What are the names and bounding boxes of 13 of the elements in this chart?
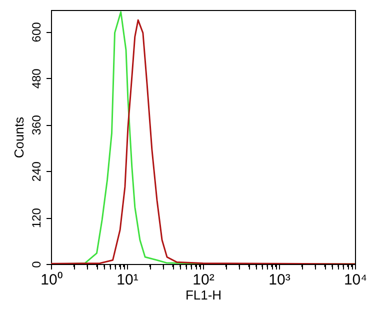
y-axis-title: Counts xyxy=(12,116,26,158)
y-tick-label: 480 xyxy=(30,68,44,89)
y-tick-label: 0 xyxy=(30,260,44,268)
x-tick-label: 10⁰ xyxy=(40,272,62,288)
x-tick-label: 10¹ xyxy=(116,272,138,288)
x-tick-label: 10² xyxy=(192,272,214,288)
x-tick-label: 10⁴ xyxy=(344,272,368,288)
x-tick-label: 10³ xyxy=(268,272,290,288)
x-axis-title: FL1-H xyxy=(185,288,222,302)
y-tick-label: 360 xyxy=(30,114,44,136)
y-tick-label: 240 xyxy=(30,161,44,182)
y-tick-label: 120 xyxy=(30,208,44,228)
y-tick-label: 600 xyxy=(30,22,44,42)
